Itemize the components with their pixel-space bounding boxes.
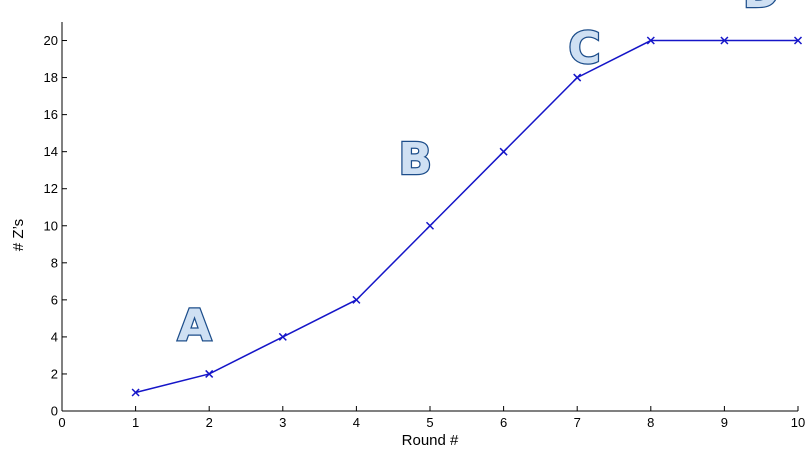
series-line xyxy=(135,39,798,394)
x-tick-label: 6 xyxy=(500,415,507,430)
marker-stroke xyxy=(720,36,729,45)
y-tick-label: 16 xyxy=(44,107,58,122)
marker-stroke xyxy=(278,332,287,341)
marker-stroke xyxy=(646,36,655,45)
x-tick-label: 9 xyxy=(721,415,728,430)
x-tick-label: 0 xyxy=(58,415,65,430)
annotation-label: A xyxy=(177,301,211,352)
y-tick-label: 0 xyxy=(51,404,58,419)
data-point-marker xyxy=(646,36,655,45)
y-tick-label: 14 xyxy=(44,144,58,159)
marker-stroke xyxy=(499,147,508,156)
annotation-label: C xyxy=(568,23,600,74)
x-tick-label: 3 xyxy=(279,415,286,430)
marker-stroke xyxy=(352,295,361,304)
y-tick-label: 8 xyxy=(51,255,58,270)
annotation-label: B xyxy=(399,134,433,185)
data-point-marker xyxy=(793,36,803,45)
data-point-marker xyxy=(573,73,582,82)
y-tick-label: 2 xyxy=(51,366,58,381)
data-point-marker xyxy=(720,36,729,45)
data-point-marker xyxy=(499,147,508,156)
marker-stroke xyxy=(425,221,435,230)
y-tick-label: 12 xyxy=(44,181,58,196)
data-point-marker xyxy=(205,369,214,378)
data-point-marker xyxy=(278,332,287,341)
y-tick-label: 4 xyxy=(51,329,58,344)
x-tick-label: 4 xyxy=(353,415,360,430)
marker-stroke xyxy=(131,388,140,397)
annotations: A B C D xyxy=(176,0,781,353)
x-axis-label: Round # xyxy=(402,432,459,449)
x-tick-label: 10 xyxy=(791,415,805,430)
x-tick-label: 7 xyxy=(574,415,581,430)
axes xyxy=(61,22,798,412)
x-tick-label: 5 xyxy=(426,415,433,430)
x-tick-label: 8 xyxy=(647,415,654,430)
series xyxy=(131,36,803,397)
data-point-marker xyxy=(131,388,140,397)
x-tick-label: 2 xyxy=(206,415,213,430)
marker-stroke xyxy=(205,369,214,378)
marker-stroke xyxy=(793,36,803,45)
data-point-marker xyxy=(425,221,435,230)
data-point-marker xyxy=(352,295,361,304)
y-tick-label: 6 xyxy=(51,292,58,307)
y-tick-label: 10 xyxy=(44,218,58,233)
x-tick-label: 1 xyxy=(132,415,139,430)
y-tick-label: 20 xyxy=(44,33,58,48)
y-axis-label: # Z’s xyxy=(10,219,27,251)
y-tick-label: 18 xyxy=(44,70,58,85)
annotation-label: D xyxy=(743,0,780,18)
marker-stroke xyxy=(573,73,582,82)
